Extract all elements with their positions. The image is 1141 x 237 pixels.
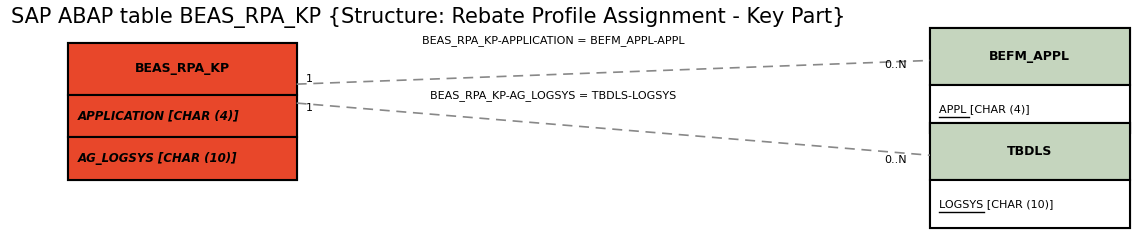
FancyBboxPatch shape [930,123,1130,180]
FancyBboxPatch shape [68,95,297,137]
Text: SAP ABAP table BEAS_RPA_KP {Structure: Rebate Profile Assignment - Key Part}: SAP ABAP table BEAS_RPA_KP {Structure: R… [11,7,845,28]
Text: APPL [CHAR (4)]: APPL [CHAR (4)] [939,104,1029,114]
FancyBboxPatch shape [930,28,1130,85]
FancyBboxPatch shape [68,43,297,95]
Text: BEAS_RPA_KP-APPLICATION = BEFM_APPL-APPL: BEAS_RPA_KP-APPLICATION = BEFM_APPL-APPL [422,35,685,46]
Text: TBDLS: TBDLS [1008,145,1052,158]
Text: APPLICATION [CHAR (4)]: APPLICATION [CHAR (4)] [78,110,240,123]
Text: 0..N: 0..N [884,155,907,165]
Text: BEFM_APPL: BEFM_APPL [989,50,1070,63]
Text: AG_LOGSYS [CHAR (10)]: AG_LOGSYS [CHAR (10)] [78,152,237,165]
Text: 1: 1 [306,74,313,84]
Text: BEAS_RPA_KP: BEAS_RPA_KP [135,62,230,75]
FancyBboxPatch shape [930,180,1130,228]
Text: 0..N: 0..N [884,60,907,70]
FancyBboxPatch shape [930,85,1130,133]
Text: 1: 1 [306,103,313,113]
FancyBboxPatch shape [68,137,297,180]
Text: LOGSYS [CHAR (10)]: LOGSYS [CHAR (10)] [939,199,1053,209]
Text: BEAS_RPA_KP-AG_LOGSYS = TBDLS-LOGSYS: BEAS_RPA_KP-AG_LOGSYS = TBDLS-LOGSYS [430,91,677,101]
